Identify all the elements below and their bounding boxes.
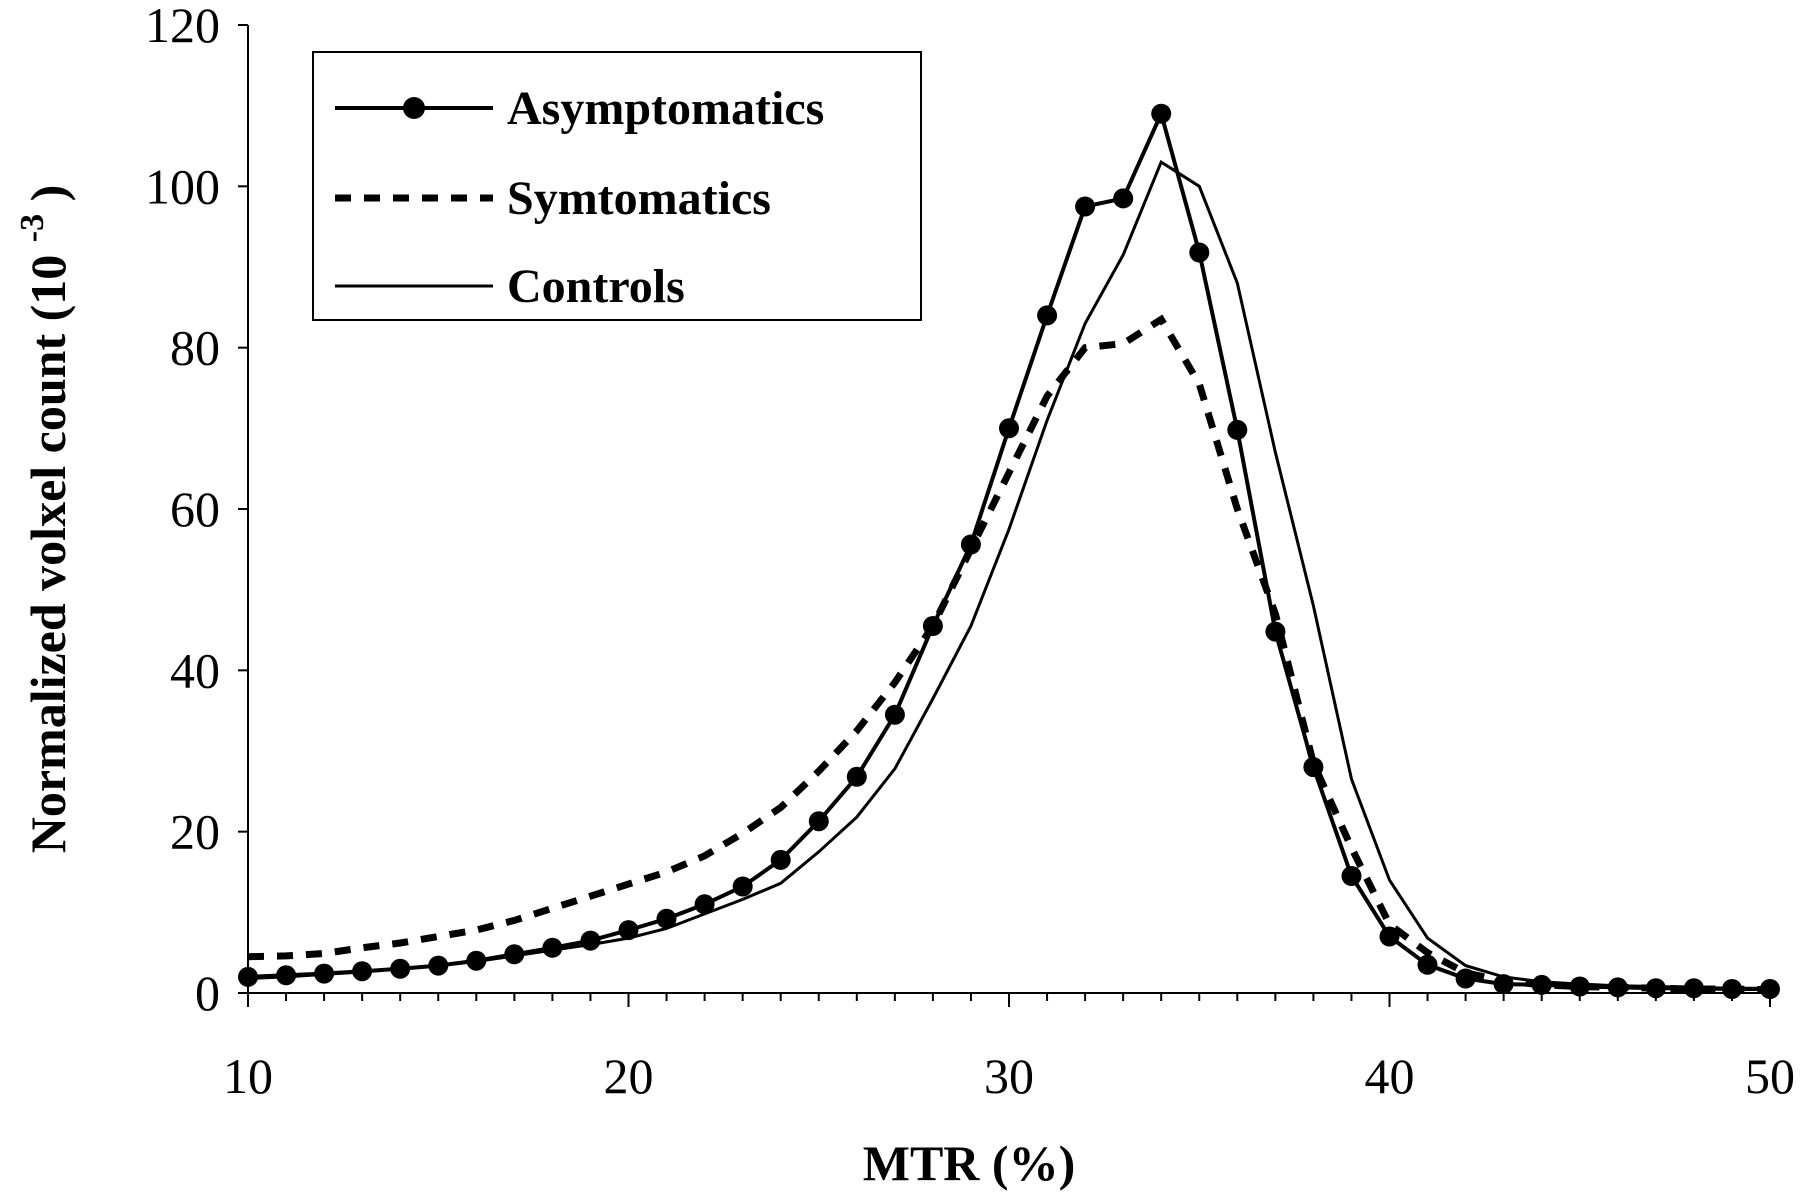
data-point — [580, 930, 601, 951]
series-line-symtomatics — [247, 314, 1771, 994]
data-point — [770, 849, 791, 870]
data-point — [1303, 757, 1324, 778]
data-point — [1417, 954, 1438, 975]
data-point — [1037, 305, 1058, 326]
y-tick-label: 120 — [145, 0, 220, 53]
data-point — [1227, 419, 1248, 440]
data-point — [1113, 188, 1134, 209]
series-layer — [238, 103, 1780, 999]
y-axis-title-superscript: -3 — [14, 214, 51, 242]
data-point — [960, 534, 981, 555]
data-point — [1189, 242, 1210, 263]
legend: Asymptomatics Symtomatics Controls — [312, 51, 922, 321]
y-tick-label: 0 — [195, 965, 220, 1021]
y-tick-label: 100 — [145, 158, 220, 214]
data-point — [276, 965, 297, 986]
y-tick-label: 80 — [170, 320, 220, 376]
y-tick-label: 60 — [170, 481, 220, 537]
data-point — [694, 894, 715, 915]
x-tick-label: 20 — [604, 1048, 654, 1104]
data-point — [999, 418, 1019, 439]
axes: 0 20 40 60 80 100 120 10 20 30 40 50 — [145, 0, 1795, 1104]
data-point — [846, 766, 867, 787]
data-point — [618, 920, 639, 941]
y-tick-label: 20 — [170, 804, 220, 860]
y-axis-title-close: ) — [20, 185, 76, 202]
data-point — [504, 944, 525, 965]
y-axis-title: Normalized volxel count (10 -3 ) — [0, 185, 76, 854]
x-tick-label: 30 — [984, 1048, 1034, 1104]
data-point — [1569, 976, 1590, 997]
data-point — [884, 704, 905, 725]
data-point — [1341, 866, 1362, 886]
data-point — [808, 811, 829, 832]
legend-marker — [403, 97, 425, 119]
y-axis-title-main: Normalized volxel count (10 — [20, 255, 76, 854]
data-point — [732, 876, 753, 897]
y-tick-label: 40 — [170, 642, 220, 698]
data-point — [1075, 196, 1096, 217]
x-tick-label: 50 — [1745, 1048, 1795, 1104]
data-point — [238, 966, 258, 987]
x-tick-label: 40 — [1365, 1048, 1415, 1104]
data-point — [656, 908, 677, 929]
x-axis-title: MTR (%) — [863, 1135, 1075, 1191]
legend-label: Asymptomatics — [507, 82, 824, 135]
legend-label: Symtomatics — [507, 172, 771, 225]
data-point — [542, 937, 563, 958]
series-line-controls — [247, 159, 1770, 990]
data-point — [1151, 103, 1172, 124]
legend-label: Controls — [507, 260, 685, 313]
legend-box — [312, 51, 922, 321]
x-tick-label: 10 — [223, 1048, 273, 1104]
